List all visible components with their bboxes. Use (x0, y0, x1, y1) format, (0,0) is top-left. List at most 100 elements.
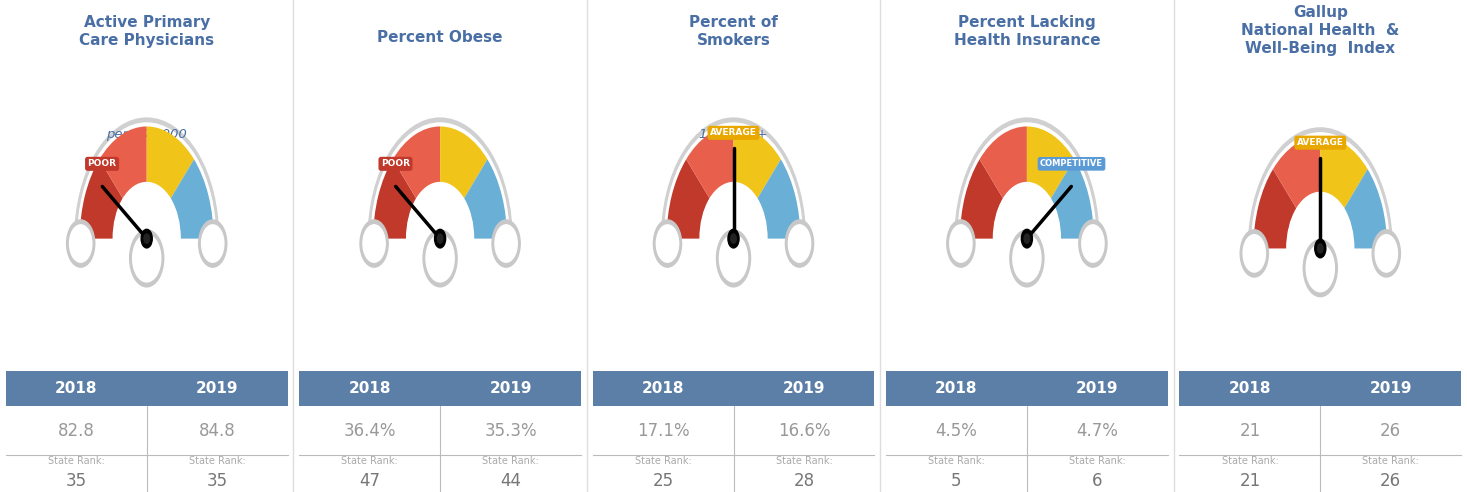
Circle shape (1081, 225, 1105, 262)
Text: State Rank:: State Rank: (483, 457, 538, 466)
Circle shape (731, 234, 736, 243)
Circle shape (716, 230, 751, 287)
Wedge shape (687, 126, 734, 199)
Circle shape (1375, 235, 1398, 272)
Bar (1179, 371, 1461, 406)
Wedge shape (1050, 159, 1094, 239)
Circle shape (788, 225, 811, 262)
Text: Metric  Measurement: Metric Measurement (948, 345, 1106, 358)
Circle shape (1240, 230, 1269, 277)
Circle shape (662, 118, 805, 359)
Wedge shape (959, 159, 1003, 239)
Circle shape (993, 183, 1061, 295)
Text: Percent of
Smokers: Percent of Smokers (689, 15, 778, 48)
Circle shape (1078, 220, 1108, 267)
Text: 25: 25 (653, 472, 673, 490)
Text: Active Primary
Care Physicians: Active Primary Care Physicians (79, 15, 214, 48)
Text: AVERAGE: AVERAGE (1297, 138, 1344, 147)
Circle shape (75, 118, 219, 359)
Bar (593, 371, 874, 406)
Circle shape (700, 183, 767, 295)
Circle shape (362, 225, 386, 262)
Circle shape (1303, 240, 1338, 297)
Bar (299, 371, 581, 406)
Text: 2019: 2019 (1077, 381, 1118, 396)
Text: 35.3%: 35.3% (484, 422, 537, 439)
Text: 2018: 2018 (643, 381, 684, 396)
Text: 28: 28 (794, 472, 814, 490)
Circle shape (434, 229, 446, 248)
Text: 21: 21 (1240, 422, 1260, 439)
Circle shape (955, 118, 1099, 359)
Text: State Rank:: State Rank: (1069, 457, 1125, 466)
Text: State Rank:: State Rank: (776, 457, 832, 466)
Circle shape (1306, 245, 1335, 292)
Text: State Rank:: State Rank: (1222, 457, 1278, 466)
Circle shape (132, 235, 161, 282)
Wedge shape (1273, 136, 1320, 209)
Text: State Rank:: State Rank: (342, 457, 398, 466)
Text: Percent Lacking
Health Insurance: Percent Lacking Health Insurance (954, 15, 1100, 48)
Wedge shape (440, 126, 487, 199)
Text: State Rank:: State Rank: (48, 457, 104, 466)
Text: Metric  Measurement: Metric Measurement (361, 345, 519, 358)
Text: 47: 47 (359, 472, 380, 490)
Text: per 100,000: per 100,000 (106, 128, 188, 141)
Text: 16.6%: 16.6% (778, 422, 830, 439)
Circle shape (141, 229, 153, 248)
Circle shape (1248, 128, 1392, 369)
Bar (651, 248, 816, 381)
Bar (945, 248, 1109, 381)
Wedge shape (100, 126, 147, 199)
Circle shape (368, 118, 512, 359)
Wedge shape (373, 159, 417, 239)
Circle shape (949, 225, 973, 262)
Bar (358, 248, 522, 381)
Text: 2018: 2018 (1229, 381, 1270, 396)
Circle shape (144, 234, 150, 243)
Circle shape (1251, 133, 1389, 364)
Text: 4.5%: 4.5% (936, 422, 977, 439)
Wedge shape (393, 126, 440, 199)
Text: 44: 44 (500, 472, 521, 490)
Text: 82.8: 82.8 (57, 422, 95, 439)
Circle shape (201, 225, 224, 262)
Circle shape (69, 225, 92, 262)
Wedge shape (1320, 136, 1367, 209)
Text: Metric  Measurement: Metric Measurement (1241, 345, 1400, 358)
Circle shape (198, 220, 227, 267)
Circle shape (1009, 230, 1045, 287)
Text: State Rank:: State Rank: (929, 457, 984, 466)
Wedge shape (1253, 169, 1297, 248)
Bar (886, 371, 1168, 406)
Text: 2019: 2019 (197, 381, 238, 396)
Text: 4.7%: 4.7% (1077, 422, 1118, 439)
Circle shape (728, 229, 739, 248)
Circle shape (1012, 235, 1042, 282)
Text: 17.1%: 17.1% (637, 422, 689, 439)
Circle shape (1287, 192, 1354, 305)
Wedge shape (1027, 126, 1074, 199)
Text: 35: 35 (207, 472, 227, 490)
Circle shape (1243, 235, 1266, 272)
Circle shape (425, 235, 455, 282)
Circle shape (946, 220, 976, 267)
Bar (65, 248, 229, 381)
Circle shape (1317, 244, 1323, 253)
Circle shape (491, 220, 521, 267)
Text: 2018: 2018 (936, 381, 977, 396)
Text: Metric  Measurement: Metric Measurement (654, 345, 813, 358)
Text: Metric  Measurement: Metric Measurement (67, 345, 226, 358)
Text: POOR: POOR (88, 159, 116, 168)
Circle shape (785, 220, 814, 267)
Circle shape (719, 235, 748, 282)
Text: 5: 5 (951, 472, 962, 490)
Text: 6: 6 (1091, 472, 1103, 490)
Circle shape (1314, 239, 1326, 258)
Circle shape (653, 220, 682, 267)
Circle shape (958, 123, 1096, 354)
Text: 2019: 2019 (490, 381, 531, 396)
Text: 36.4%: 36.4% (343, 422, 396, 439)
Wedge shape (666, 159, 710, 239)
Text: Gallup
National Health  &
Well-Being  Index: Gallup National Health & Well-Being Inde… (1241, 5, 1400, 56)
